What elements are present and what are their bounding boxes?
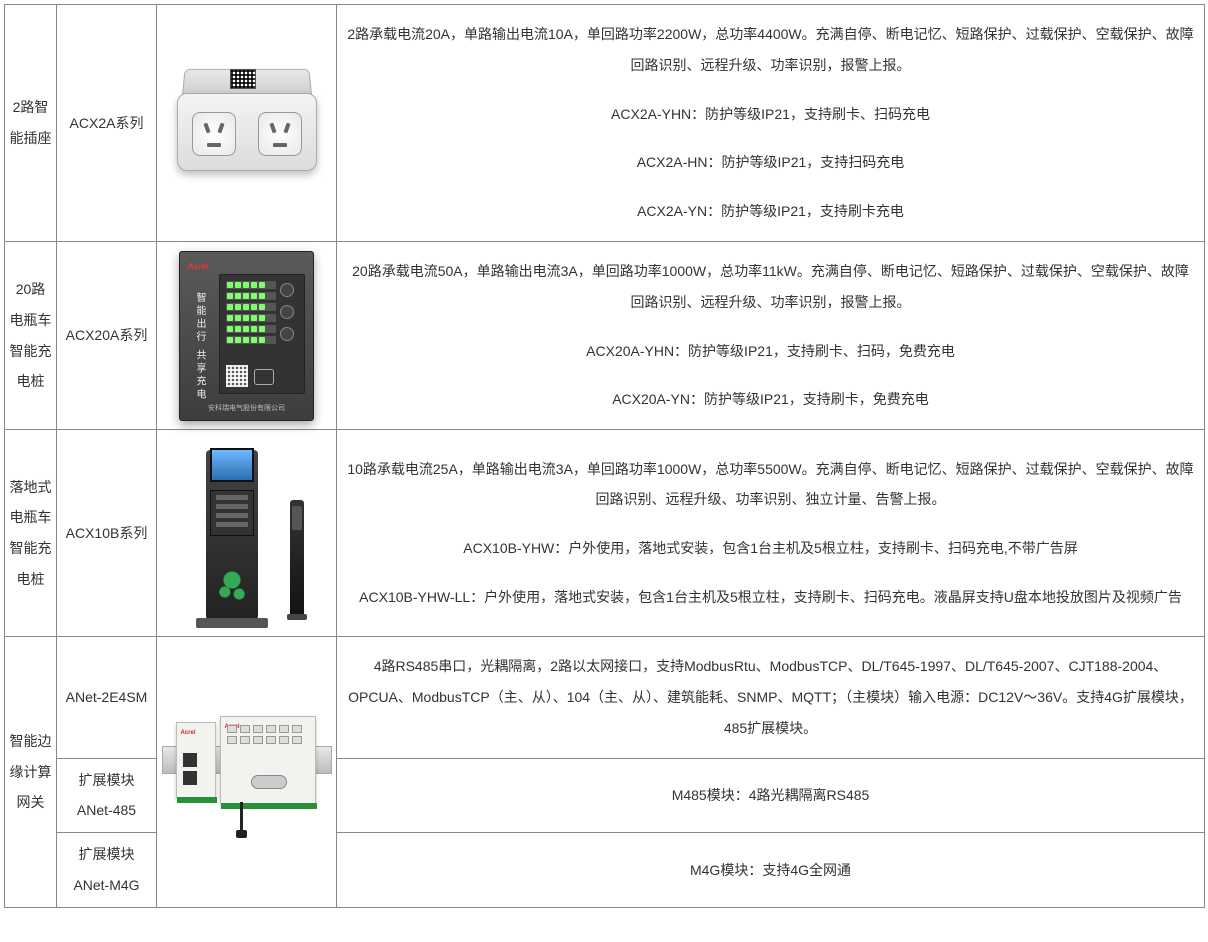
desc-line: ACX20A-YN：防护等级IP21，支持刷卡，免费充电 — [347, 384, 1194, 415]
product-image-cell: Acrel Acrel — [157, 637, 337, 908]
desc-line: ACX10B-YHW-LL：户外使用，落地式安装，包含1台主机及5根立柱，支持刷… — [347, 582, 1194, 613]
desc-line: 2路承载电流20A，单路输出电流10A，单回路功率2200W，总功率4400W。… — [347, 19, 1194, 81]
model-cell: 扩展模块ANet-M4G — [57, 833, 157, 908]
desc-line: ACX2A-YHN：防护等级IP21，支持刷卡、扫码充电 — [347, 99, 1194, 130]
acx10b-charger-image — [172, 438, 322, 628]
model-cell: ANet-2E4SM — [57, 637, 157, 758]
table-row: 智能边缘计算网关 ANet-2E4SM Acrel Acrel — [5, 637, 1205, 758]
desc-line: 10路承载电流25A，单路输出电流3A，单回路功率1000W，总功率5500W。… — [347, 454, 1194, 516]
product-image-cell: Acrel 智能出行 共享充电 — [157, 241, 337, 429]
desc-line: M4G模块：支持4G全网通 — [347, 855, 1194, 886]
description-cell: 2路承载电流20A，单路输出电流10A，单回路功率2200W，总功率4400W。… — [337, 5, 1205, 242]
description-cell: 4路RS485串口，光耦隔离，2路以太网接口，支持ModbusRtu、Modbu… — [337, 637, 1205, 758]
desc-line: ACX20A-YHN：防护等级IP21，支持刷卡、扫码，免费充电 — [347, 336, 1194, 367]
table-row: 20路电瓶车智能充电桩 ACX20A系列 Acrel 智能出行 共享充电 — [5, 241, 1205, 429]
category-cell: 落地式电瓶车智能充电桩 — [5, 430, 57, 637]
model-cell: 扩展模块ANet-485 — [57, 758, 157, 833]
model-cell: ACX10B系列 — [57, 430, 157, 637]
product-spec-table: 2路智能插座 ACX2A系列 2路承载电流20A，单路输出电流10A，单回路功率… — [4, 4, 1205, 908]
description-cell: M485模块：4路光耦隔离RS485 — [337, 758, 1205, 833]
model-cell: ACX20A系列 — [57, 241, 157, 429]
category-cell: 2路智能插座 — [5, 5, 57, 242]
category-cell: 20路电瓶车智能充电桩 — [5, 241, 57, 429]
description-cell: 20路承载电流50A，单路输出电流3A，单回路功率1000W，总功率11kW。充… — [337, 241, 1205, 429]
desc-line: 4路RS485串口，光耦隔离，2路以太网接口，支持ModbusRtu、Modbu… — [347, 651, 1194, 743]
table-row: 2路智能插座 ACX2A系列 2路承载电流20A，单路输出电流10A，单回路功率… — [5, 5, 1205, 242]
product-image-cell — [157, 5, 337, 242]
desc-line: ACX2A-YN：防护等级IP21，支持刷卡充电 — [347, 196, 1194, 227]
desc-line: ACX10B-YHW：户外使用，落地式安装，包含1台主机及5根立柱，支持刷卡、扫… — [347, 533, 1194, 564]
desc-line: ACX2A-HN：防护等级IP21，支持扫码充电 — [347, 147, 1194, 178]
desc-line: M485模块：4路光耦隔离RS485 — [347, 780, 1194, 811]
description-cell: 10路承载电流25A，单路输出电流3A，单回路功率1000W，总功率5500W。… — [337, 430, 1205, 637]
desc-line: 20路承载电流50A，单路输出电流3A，单回路功率1000W，总功率11kW。充… — [347, 256, 1194, 318]
acx2a-socket-image — [172, 65, 322, 180]
description-cell: M4G模块：支持4G全网通 — [337, 833, 1205, 908]
table-row: 落地式电瓶车智能充电桩 ACX10B系列 10路承载电流25A，单路输出 — [5, 430, 1205, 637]
model-cell: ACX2A系列 — [57, 5, 157, 242]
product-image-cell — [157, 430, 337, 637]
acx20a-panel-image: Acrel 智能出行 共享充电 — [179, 251, 314, 421]
category-cell: 智能边缘计算网关 — [5, 637, 57, 908]
anet-gateway-image: Acrel Acrel — [162, 702, 332, 842]
